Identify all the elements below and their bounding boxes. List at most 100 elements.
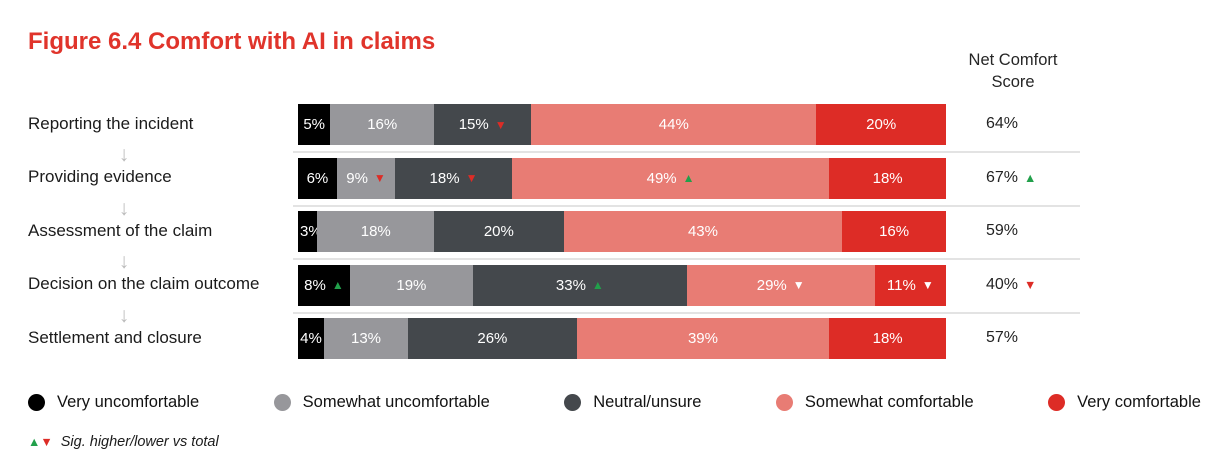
legend-item: Somewhat comfortable bbox=[775, 393, 974, 412]
net-score-text: 40% bbox=[986, 275, 1019, 293]
net-score-value: 40% ▼ bbox=[986, 276, 1036, 294]
segment-label: 20% bbox=[483, 223, 514, 240]
bar-segment: 16% bbox=[842, 211, 946, 252]
bar-segment: 26% bbox=[408, 318, 577, 359]
sig-marker-icon: ▼ bbox=[373, 171, 386, 185]
legend-item: Very comfortable bbox=[1048, 393, 1201, 412]
legend-item: Very uncomfortable bbox=[28, 393, 199, 412]
category-label: Assessment of the claim bbox=[28, 220, 213, 240]
bar-segment: 8% ▲ bbox=[298, 264, 350, 306]
bar-segment: 33% ▲ bbox=[472, 264, 687, 306]
segment-label: 16% bbox=[879, 223, 910, 240]
segment-label: 6% bbox=[306, 169, 329, 187]
legend-label: Somewhat uncomfortable bbox=[302, 393, 490, 411]
bar-segment: 18% bbox=[829, 318, 946, 359]
net-score-text: 67% bbox=[986, 168, 1019, 186]
bar-segment: 13% bbox=[323, 318, 409, 359]
bar-segment: 16% bbox=[330, 104, 435, 145]
bar-segment: 39% bbox=[576, 318, 830, 359]
segment-label: 43% bbox=[687, 223, 718, 240]
segment-label: 33% bbox=[555, 276, 586, 294]
net-score-value: 67% ▲ bbox=[986, 169, 1036, 187]
bar-segment: 18% ▼ bbox=[395, 157, 512, 199]
segment-label: 18% bbox=[360, 223, 391, 240]
segment-label: 49% bbox=[646, 169, 677, 187]
bar-segment: 20% bbox=[816, 104, 946, 145]
legend-item: Neutral/unsure bbox=[564, 393, 701, 412]
segment-label: 19% bbox=[396, 276, 427, 294]
flow-arrow-down-icon: ↓ bbox=[118, 303, 130, 327]
flow-arrow-down-icon: ↓ bbox=[118, 196, 130, 220]
sig-marker-icon: ▼ bbox=[921, 278, 934, 292]
footnote: ▲ ▼ Sig. higher/lower vs total bbox=[28, 434, 219, 450]
legend-label: Neutral/unsure bbox=[593, 393, 702, 411]
legend-dot-somewhat-uncomfortable-icon bbox=[273, 394, 291, 411]
sig-up-icon: ▲ bbox=[28, 434, 41, 449]
sig-marker-icon: ▼ bbox=[494, 117, 507, 132]
segment-label: 39% bbox=[687, 330, 718, 347]
sig-marker-icon: ▲ bbox=[682, 171, 695, 185]
figure-title: Figure 6.4 Comfort with AI in claims bbox=[28, 28, 436, 55]
bar-segment: 19% bbox=[349, 264, 473, 306]
segment-label: 18% bbox=[872, 330, 903, 347]
segment-label: 44% bbox=[658, 116, 689, 133]
category-label: Decision on the claim outcome bbox=[28, 274, 260, 293]
segment-label: 3% bbox=[300, 223, 322, 240]
sig-down-icon: ▼ bbox=[40, 434, 53, 449]
bar-segment: 5% bbox=[298, 104, 331, 145]
net-score-text: 64% bbox=[986, 115, 1019, 132]
net-score-header: Net Comfort Score bbox=[944, 50, 1082, 94]
legend-label: Very comfortable bbox=[1077, 393, 1201, 411]
flow-arrow-down-icon: ↓ bbox=[118, 250, 130, 273]
net-score-value: 57% bbox=[986, 329, 1018, 347]
bar-segment: 6% bbox=[298, 157, 337, 199]
legend-item: Somewhat uncomfortable bbox=[273, 393, 490, 412]
net-score-value: 59% bbox=[986, 222, 1018, 240]
segment-label: 20% bbox=[866, 116, 897, 133]
legend-dot-somewhat-comfortable-icon bbox=[775, 394, 793, 411]
bar-row: 6% 9% ▼ 18% ▼ 49% ▲ 18% bbox=[298, 157, 946, 199]
bar-row: 4% 13% 26% 39% 18% bbox=[298, 318, 946, 359]
segment-label: 29% bbox=[756, 276, 787, 294]
legend-label: Somewhat comfortable bbox=[804, 393, 974, 411]
segment-label: 5% bbox=[303, 116, 326, 133]
bar-segment: 43% bbox=[563, 211, 843, 252]
net-score-text: 59% bbox=[986, 222, 1019, 239]
bar-segment: 29% ▼ bbox=[686, 264, 875, 306]
legend: Very uncomfortable Somewhat uncomfortabl… bbox=[28, 393, 1201, 412]
bar-segment: 9% ▼ bbox=[336, 157, 396, 199]
sig-marker-icon: ▲ bbox=[331, 278, 344, 292]
segment-label: 4% bbox=[300, 330, 322, 347]
flow-arrow-down-icon: ↓ bbox=[118, 143, 130, 166]
segment-label: 11% bbox=[886, 276, 916, 294]
segment-label: 26% bbox=[477, 330, 508, 347]
category-label: Providing evidence bbox=[28, 167, 172, 186]
sig-marker-icon: ▼ bbox=[792, 278, 805, 292]
bar-segment: 49% ▲ bbox=[511, 157, 830, 199]
row-divider bbox=[293, 311, 1080, 314]
legend-dot-very-comfortable-icon bbox=[1048, 394, 1066, 411]
category-label: Reporting the incident bbox=[28, 113, 194, 133]
bar-row: 8% ▲ 19% 33% ▲ 29% ▼ 11% ▼ bbox=[298, 264, 946, 306]
bar-segment: 11% ▼ bbox=[874, 264, 946, 306]
segment-label: 16% bbox=[367, 116, 398, 133]
bar-segment: 44% bbox=[531, 104, 817, 145]
segment-label: 9% bbox=[346, 169, 368, 187]
bar-segment: 18% bbox=[317, 211, 435, 252]
sig-marker-icon: ▲ bbox=[591, 278, 604, 292]
bar-segment: 15% ▼ bbox=[434, 104, 532, 145]
bar-segment: 4% bbox=[298, 318, 324, 359]
category-label: Settlement and closure bbox=[28, 327, 202, 347]
row-divider bbox=[293, 258, 1080, 260]
net-score-text: 57% bbox=[986, 329, 1019, 346]
bar-segment: 20% bbox=[434, 211, 564, 252]
segment-label: 18% bbox=[429, 169, 460, 187]
segment-label: 13% bbox=[351, 330, 382, 347]
bar-segment: 18% bbox=[829, 157, 946, 199]
sig-marker-icon: ▼ bbox=[465, 171, 478, 185]
bar-row: 3%▼ 18% 20% 43% 16% bbox=[298, 211, 946, 252]
segment-label: 8% bbox=[304, 276, 326, 294]
net-score-value: 64% bbox=[986, 115, 1018, 133]
row-divider bbox=[293, 204, 1080, 207]
